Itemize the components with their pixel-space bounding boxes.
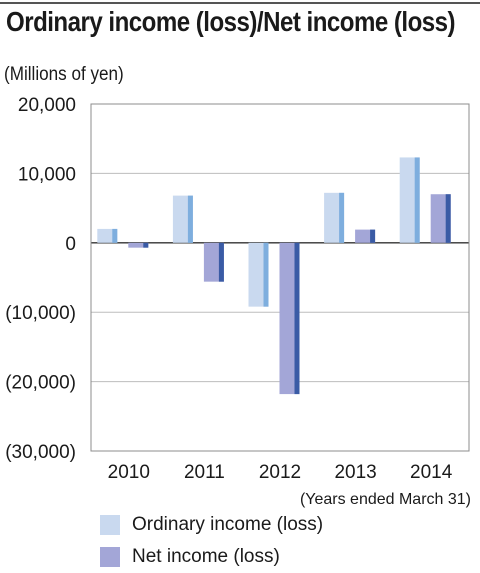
bar-edge-net-income-2014 <box>445 194 451 243</box>
bar-edge-ordinary-income-2012 <box>263 242 269 307</box>
x-axis-label: (Years ended March 31) <box>300 491 471 508</box>
chart-title: Ordinary income (loss)/Net income (loss) <box>6 6 456 37</box>
y-tick-label: (30,000) <box>5 442 76 463</box>
x-tick-label: 2011 <box>184 462 225 483</box>
legend-item-net-income: Net income (loss) <box>100 546 280 568</box>
y-tick-label: 0 <box>65 234 76 255</box>
x-tick-label: 2014 <box>410 462 453 483</box>
bar-edge-ordinary-income-2010 <box>112 228 118 243</box>
legend-label-net-income: Net income (loss) <box>132 546 280 567</box>
legend-label-ordinary-income: Ordinary income (loss) <box>132 514 324 535</box>
plot-frame <box>90 103 470 452</box>
legend-swatch-ordinary-income <box>100 515 120 535</box>
legend-swatch-net-income <box>100 547 120 567</box>
bar-edge-ordinary-income-2013 <box>339 192 345 243</box>
y-tick-label: (20,000) <box>5 373 76 394</box>
bar-edge-ordinary-income-2011 <box>187 195 193 243</box>
bar-edge-net-income-2012 <box>294 242 300 395</box>
y-axis-unit-label: (Millions of yen) <box>4 64 124 85</box>
legend-item-ordinary-income: Ordinary income (loss) <box>100 514 323 536</box>
top-rule <box>0 2 480 4</box>
y-tick-label: (10,000) <box>5 303 76 324</box>
bar-net-income-2010 <box>128 242 149 248</box>
bar-edge-net-income-2013 <box>370 229 376 243</box>
y-tick-label: 20,000 <box>18 95 76 116</box>
bar-edge-net-income-2011 <box>218 242 224 282</box>
x-tick-label: 2012 <box>259 462 301 483</box>
bar-edge-net-income-2010 <box>143 242 149 248</box>
x-tick-label: 2010 <box>108 462 150 483</box>
x-tick-label: 2013 <box>334 462 376 483</box>
y-tick-label: 10,000 <box>18 164 76 185</box>
bar-edge-ordinary-income-2014 <box>414 157 420 243</box>
